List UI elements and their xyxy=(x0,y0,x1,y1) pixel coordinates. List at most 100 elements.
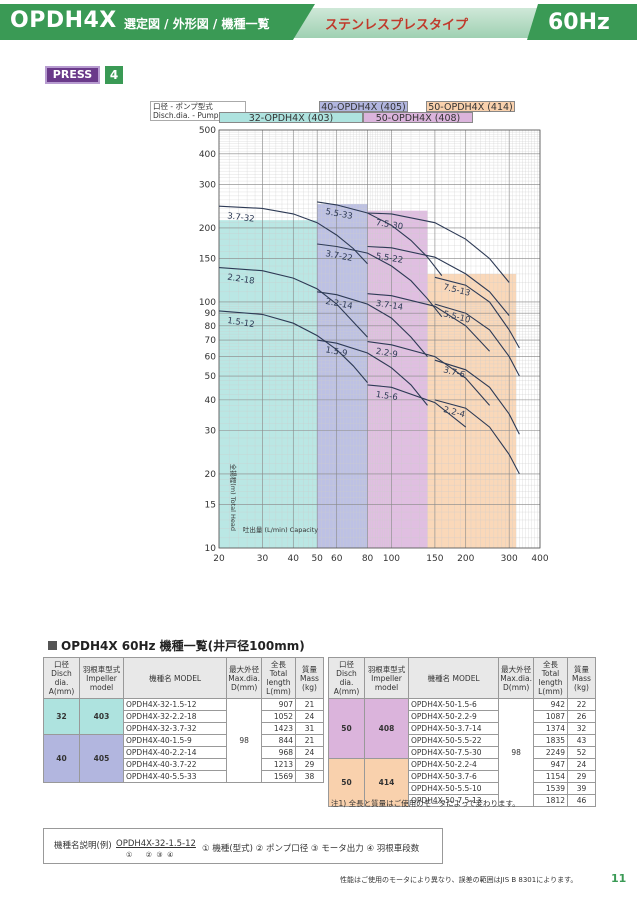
x-tick-label: 300 xyxy=(501,554,518,564)
curve-label: 2.2-14 xyxy=(325,297,354,312)
page-number: 11 xyxy=(611,872,627,885)
curve-7.5-30 xyxy=(367,212,510,283)
cell-model: OPDH4X-50-5.5-10 xyxy=(407,782,500,795)
curve-5.5-22 xyxy=(367,245,510,316)
table-row: 50 414 OPDH4X-50-2.2-4 947 24 xyxy=(328,758,596,807)
cell-mass: 38 xyxy=(295,770,324,783)
model-explanation: 機種名説明(例) OPDH4X-32-1.5-12 ① ② ③ ④ ① 機種(型… xyxy=(43,828,443,864)
section-title-text: OPDH4X 60Hz 機種一覧(井戸径100mm) xyxy=(61,639,305,653)
curve-label: 2.2-18 xyxy=(227,273,256,287)
cell-mass: 31 xyxy=(295,722,324,735)
table-header-row: 口径 Disch dia. A(mm) 羽根車型式 Impeller model 機… xyxy=(43,657,324,699)
table-header-maxdia: 最大外径 Max.dia. D(mm) xyxy=(498,657,534,699)
cell-imp: 405 xyxy=(79,734,124,783)
y-tick-label: 150 xyxy=(199,255,216,265)
y-tick-label: 400 xyxy=(199,150,216,160)
curve-label: 5.5-22 xyxy=(375,252,404,266)
cell-mass: 46 xyxy=(567,794,596,807)
y-tick-label: 50 xyxy=(205,372,217,382)
table-header-imp: 羽根車型式 Impeller model xyxy=(364,657,409,699)
cell-imp: 408 xyxy=(364,698,409,759)
x-tick-label: 80 xyxy=(362,554,374,564)
cell-mass: 21 xyxy=(295,698,324,711)
plot-frame xyxy=(218,129,541,549)
cell-mass: 24 xyxy=(295,710,324,723)
table-header-model: 機種名 MODEL xyxy=(407,657,500,699)
cell-len: 947 xyxy=(533,758,568,771)
y-tick-label: 10 xyxy=(205,544,217,554)
curve-label: 3.7-32 xyxy=(227,211,255,224)
y-tick-label: 500 xyxy=(199,126,216,136)
x-tick-label: 200 xyxy=(457,554,474,564)
table-row: OPDH4X-50-3.7-6 1154 29 xyxy=(329,770,596,783)
y-tick-label: 70 xyxy=(205,336,217,346)
cell-mass: 43 xyxy=(567,734,596,747)
cell-mass: 24 xyxy=(295,746,324,759)
curve-3.7-6 xyxy=(434,359,520,435)
y-tick-label: 300 xyxy=(199,181,216,191)
cell-len: 2249 xyxy=(533,746,568,759)
product-type: ステンレスプレスタイプ xyxy=(325,18,469,33)
size-badge: 4 xyxy=(105,66,123,84)
cell-model: OPDH4X-50-2.2-9 xyxy=(407,710,500,723)
table-header-dia: 口径 Disch dia. A(mm) xyxy=(43,657,80,699)
cell-model: OPDH4X-50-5.5-22 xyxy=(407,734,500,747)
cell-len: 907 xyxy=(261,698,296,711)
cell-len: 1213 xyxy=(261,758,296,771)
cell-len: 1812 xyxy=(533,794,568,807)
cell-len: 1569 xyxy=(261,770,296,783)
curve-1.5-6 xyxy=(367,384,467,428)
curve-3.7-14 xyxy=(367,293,491,352)
cell-model: OPDH4X-50-1.5-6 xyxy=(407,698,500,711)
table-header-dia: 口径 Disch dia. A(mm) xyxy=(328,657,365,699)
cell-model: OPDH4X-50-3.7-14 xyxy=(407,722,500,735)
cell-dia: 50 xyxy=(328,698,365,759)
legend-414: 50-OPDH4X (414) xyxy=(426,101,515,113)
legend-403: 32-OPDH4X (403) xyxy=(219,112,363,124)
spec-table-left: 口径 Disch dia. A(mm) 羽根車型式 Impeller model 機… xyxy=(43,657,324,783)
x-axis-label: 吐出量 (L/min) Capacity xyxy=(243,525,318,534)
cell-model: OPDH4X-32-2.2-18 xyxy=(122,710,228,723)
cell-model: OPDH4X-40-5.5-33 xyxy=(122,770,228,783)
curve-label: 2.2-9 xyxy=(375,347,398,361)
y-axis-label: 全揚程(m) Total Head xyxy=(229,464,238,531)
curve-label: 7.5-30 xyxy=(375,218,404,232)
x-tick-label: 100 xyxy=(383,554,400,564)
hz-block xyxy=(527,4,637,40)
performance-chart: 20 30 40 50 60 80 100 150 200 300 400 10 15 20 30 40 50 6… xyxy=(199,126,549,564)
table-row: 40 405 OPDH4X-40-1.5-9 844 21 xyxy=(43,734,324,783)
y-tick-label: 200 xyxy=(199,224,216,234)
x-tick-label: 30 xyxy=(257,554,269,564)
cell-model: OPDH4X-40-2.2-14 xyxy=(122,746,228,759)
x-tick-label: 20 xyxy=(213,554,225,564)
curve-2.2-18 xyxy=(218,267,368,338)
table-row: OPDH4X-40-3.7-22 1213 29 xyxy=(44,758,324,771)
cell-mass: 29 xyxy=(295,758,324,771)
cell-len: 968 xyxy=(261,746,296,759)
table-header-imp: 羽根車型式 Impeller model xyxy=(79,657,124,699)
product-title: OPDH4X xyxy=(10,8,117,33)
legend-405: 40-OPDH4X (405) xyxy=(319,101,408,113)
table-header-mass: 質量 Mass (kg) xyxy=(295,657,324,699)
explain-items: ① 機種(型式) ② ポンプ口径 ③ モータ出力 ④ 羽根車段数 xyxy=(202,844,420,854)
y-tick-label: 15 xyxy=(205,501,216,511)
explain-prefix: 機種名説明(例) xyxy=(54,841,112,851)
table-row: OPDH4X-50-7.5-13 1812 46 xyxy=(329,794,596,807)
curve-7.5-13 xyxy=(434,276,520,349)
cell-model: OPDH4X-50-2.2-4 xyxy=(407,758,500,771)
table-row: OPDH4X-50-5.5-10 1539 39 xyxy=(329,782,596,795)
y-tick-label: 40 xyxy=(205,396,217,406)
curve-label: 3.7-22 xyxy=(325,249,354,264)
cell-len: 942 xyxy=(533,698,568,711)
cell-dia: 32 xyxy=(43,698,80,735)
curve-2.2-9 xyxy=(367,341,491,406)
legend-header-jp: 口径 - ポンプ型式 xyxy=(153,102,213,111)
cell-len: 1835 xyxy=(533,734,568,747)
y-tick-label: 30 xyxy=(205,427,217,437)
cell-len: 1052 xyxy=(261,710,296,723)
table-note: 注1) 全長と質量はご使用のモータによって変わります。 xyxy=(331,799,520,808)
explain-numbers: ① ② ③ ④ xyxy=(126,851,174,859)
x-tick-label: 60 xyxy=(331,554,343,564)
region-408 xyxy=(367,210,428,548)
table-header-maxdia: 最大外径 Max.dia. D(mm) xyxy=(226,657,262,699)
